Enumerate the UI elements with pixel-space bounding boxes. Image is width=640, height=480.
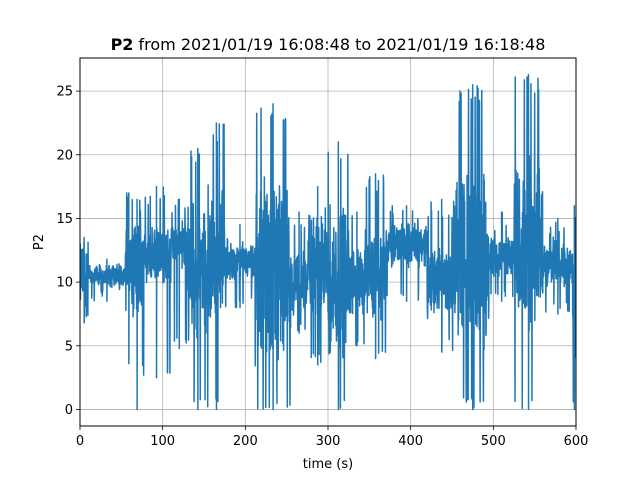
x-tick-label: 0 [76,434,84,449]
y-tick-label: 10 [56,276,73,291]
x-tick-label: 300 [316,434,341,449]
x-tick-label: 600 [564,434,589,449]
chart-title: P2 from 2021/01/19 16:08:48 to 2021/01/1… [111,35,546,54]
y-tick-label: 20 [56,148,73,163]
axis-ticks: 0 100 200 300 400 500 600 0 5 10 15 20 25 [56,85,588,449]
x-tick-label: 200 [233,434,258,449]
x-axis-label: time (s) [303,457,353,472]
y-axis-label: P2 [32,234,47,250]
y-tick-label: 25 [56,85,73,100]
series-line-p2 [80,73,576,411]
plot-area [80,73,576,411]
chart-title-rest: from 2021/01/19 16:08:48 to 2021/01/19 1… [133,35,545,54]
x-tick-label: 400 [398,434,423,449]
y-tick-label: 15 [56,212,73,227]
y-tick-label: 0 [65,403,73,418]
chart-title-bold: P2 [111,35,134,54]
x-tick-label: 100 [150,434,175,449]
y-tick-label: 5 [65,339,73,354]
x-tick-label: 500 [481,434,506,449]
